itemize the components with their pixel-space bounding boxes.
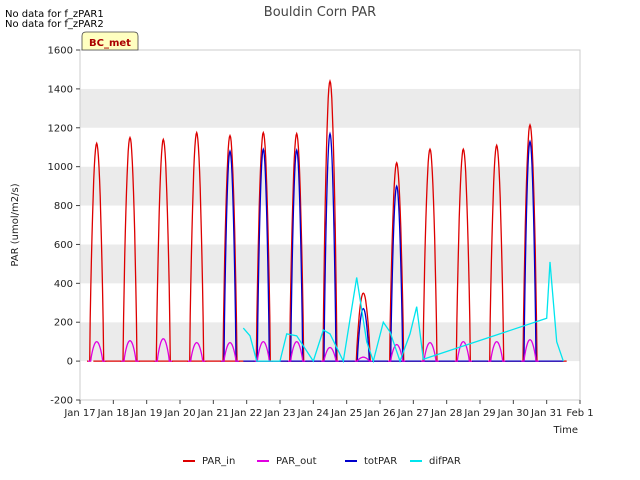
- x-tick-label: Jan 22: [230, 408, 262, 419]
- x-tick-label: Jan 19: [130, 408, 162, 419]
- grid-band: [80, 361, 580, 400]
- x-tick-label: Jan 18: [97, 408, 129, 419]
- x-tick-label: Jan 24: [297, 408, 329, 419]
- chart-title: Bouldin Corn PAR: [264, 5, 376, 20]
- tot-par-day-curve: [254, 147, 272, 362]
- par-out-day-curve: [88, 341, 106, 362]
- y-tick-label: 1400: [48, 84, 73, 95]
- par-in-day-curve: [387, 161, 407, 362]
- dif-par-line: [242, 261, 564, 364]
- plot-frame: [79, 49, 581, 401]
- y-tick-label: 800: [54, 201, 73, 212]
- tot-par-day-curve: [321, 131, 339, 362]
- no-data-note-zpar2: No data for f_zPAR2: [5, 19, 104, 30]
- par-out-day-curve: [288, 341, 306, 362]
- par-out-day-curve: [521, 338, 539, 362]
- tot-par-day-curve: [521, 139, 539, 362]
- x-tick-label: Jan 28: [430, 408, 462, 419]
- grid-band: [80, 88, 580, 128]
- x-tick-label: Jan 21: [197, 408, 229, 419]
- y-tick-label: 200: [54, 318, 73, 329]
- tot-par-day-curve: [288, 148, 306, 362]
- tot-par-day-curve: [354, 307, 372, 362]
- legend: PAR_in PAR_out totPAR difPAR: [183, 456, 461, 467]
- grid-band: [80, 283, 580, 323]
- y-axis-title: PAR (umol/m2/s): [10, 183, 21, 266]
- y-tick-label: 400: [54, 279, 73, 290]
- site-badge-label: BC_met: [89, 38, 131, 49]
- x-tick-label: Jan 26: [363, 408, 395, 419]
- x-tick-label: Jan 27: [397, 408, 429, 419]
- grid-band: [80, 166, 580, 206]
- par-in-day-curve: [120, 135, 140, 362]
- par-out-day-curve: [188, 341, 206, 362]
- y-tick-label: 1000: [48, 162, 73, 173]
- x-tick-label: Jan 31: [530, 408, 562, 419]
- x-tick-label: Jan 23: [263, 408, 295, 419]
- y-tick-label: 1600: [48, 46, 73, 57]
- par-in-day-curve: [253, 130, 273, 362]
- par-in-day-curve: [87, 141, 107, 362]
- par-out-day-curve: [121, 340, 139, 362]
- x-tick-label: Jan 17: [63, 408, 95, 419]
- y-tick-label: 600: [54, 240, 73, 251]
- x-axis-title: Time: [553, 425, 578, 436]
- x-tick-label: Jan 29: [463, 408, 495, 419]
- par-out-day-curve: [354, 356, 372, 362]
- par-out-day-curve: [488, 341, 506, 362]
- grid-band: [80, 322, 580, 362]
- par-in-day-curve: [453, 147, 473, 362]
- par-out-day-curve: [221, 341, 239, 362]
- par-in-day-curve: [187, 130, 207, 362]
- x-tick-label: Jan 25: [330, 408, 362, 419]
- par-in-day-curve: [220, 133, 240, 362]
- legend-label: totPAR: [364, 456, 397, 467]
- par-out-day-curve: [154, 338, 172, 362]
- x-tick-label: Feb 1: [566, 408, 593, 419]
- par-in-day-curve: [320, 78, 340, 362]
- y-tick-label: -200: [50, 396, 73, 407]
- par-in-day-curve: [420, 147, 440, 362]
- site-badge: BC_met: [81, 31, 139, 51]
- legend-label: difPAR: [429, 456, 461, 467]
- par-out-day-curve: [421, 341, 439, 362]
- legend-label: PAR_out: [276, 456, 317, 467]
- tot-par-day-curve: [388, 184, 406, 362]
- par-in-day-curve: [520, 123, 540, 362]
- par-in-day-curve: [487, 143, 507, 362]
- x-tick-label: Jan 30: [497, 408, 529, 419]
- grid-band: [80, 205, 580, 245]
- par-in-day-curve: [287, 131, 307, 362]
- par-out-day-curve: [454, 341, 472, 362]
- grid-band: [80, 244, 580, 284]
- par-in-day-curve: [153, 137, 173, 362]
- no-data-note-zpar1: No data for f_zPAR1: [5, 9, 104, 20]
- par-out-day-curve: [321, 346, 339, 362]
- y-tick-label: 0: [67, 357, 73, 368]
- par-out-day-curve: [254, 341, 272, 362]
- par-out-day-curve: [388, 343, 406, 362]
- y-tick-label: 1200: [48, 123, 73, 134]
- tot-par-day-curve: [221, 149, 239, 362]
- x-tick-label: Jan 20: [163, 408, 195, 419]
- par-in-day-curve: [353, 292, 373, 362]
- legend-label: PAR_in: [202, 456, 235, 467]
